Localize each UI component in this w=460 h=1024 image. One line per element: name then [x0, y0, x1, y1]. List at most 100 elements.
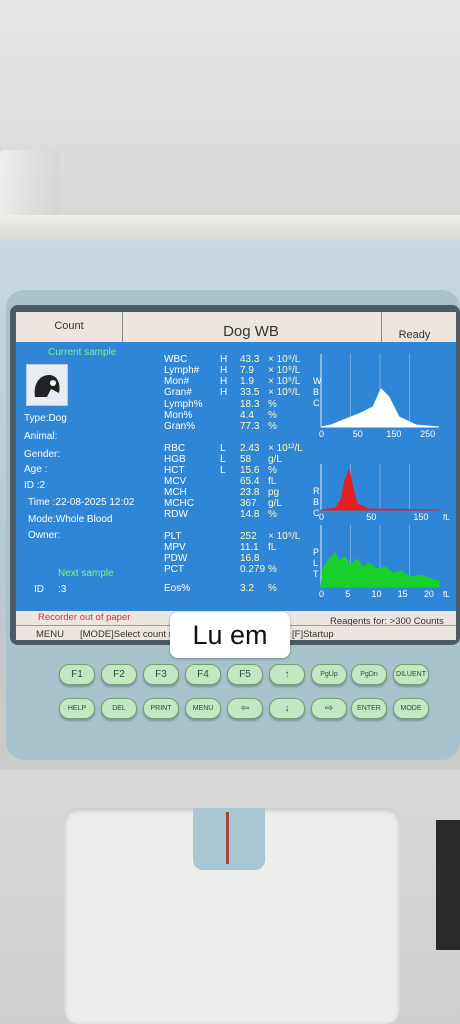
- param-unit: fL: [268, 476, 277, 487]
- param-unit: g/L: [268, 454, 282, 465]
- sample-age: Age :: [24, 464, 48, 475]
- hist-axis-tag: P: [313, 547, 319, 557]
- param-value: 0.279: [240, 564, 266, 575]
- param-unit: × 10⁹/L: [268, 354, 301, 365]
- param-value: 3.2: [240, 583, 254, 594]
- sample-owner: Owner:: [28, 530, 61, 541]
- key-r1-1[interactable]: F2: [101, 664, 137, 685]
- hist-tick-label: 250: [420, 429, 435, 439]
- key-r1-0[interactable]: F1: [59, 664, 95, 685]
- hist-axis-tag: B: [313, 497, 319, 507]
- next-id-value: :3: [58, 584, 67, 595]
- param-name: Mon%: [164, 410, 193, 421]
- status-badge: Ready: [381, 312, 447, 342]
- sample-probe[interactable]: [193, 808, 265, 870]
- hist-axis-tag: L: [313, 558, 318, 568]
- hist-tick-label: 50: [353, 429, 363, 439]
- param-unit: × 10⁹/L: [268, 365, 301, 376]
- recorder-alert: Recorder out of paper: [38, 612, 131, 623]
- param-value: 1.9: [240, 376, 254, 387]
- param-unit: %: [268, 410, 277, 421]
- param-name: WBC: [164, 354, 188, 365]
- param-flag: H: [220, 387, 228, 398]
- param-value: 77.3: [240, 421, 260, 432]
- key-r2-4[interactable]: ⇦: [227, 698, 263, 719]
- hist-unit-label: fL: [443, 513, 450, 522]
- param-name: Lymph#: [164, 365, 200, 376]
- background-wall: [0, 0, 460, 240]
- menu-hint: [MODE]Select count mo: [80, 629, 182, 640]
- hist-tick-label: 5: [345, 589, 350, 599]
- background-object: [436, 820, 460, 950]
- probe-needle: [226, 812, 229, 864]
- plastic-cups: [0, 150, 60, 220]
- key-r1-2[interactable]: F3: [143, 664, 179, 685]
- key-r2-2[interactable]: PRINT: [143, 698, 179, 719]
- hist-tick-label: 20: [424, 589, 434, 599]
- tab-count[interactable]: Count: [16, 312, 123, 342]
- key-r2-8[interactable]: MODE: [393, 698, 429, 719]
- key-r2-1[interactable]: DEL: [101, 698, 137, 719]
- param-name: MCH: [164, 487, 187, 498]
- key-r1-4[interactable]: F5: [227, 664, 263, 685]
- param-flag: L: [220, 454, 226, 465]
- param-unit: fL: [268, 542, 277, 553]
- param-unit: g/L: [268, 498, 282, 509]
- param-value: 33.5: [240, 387, 260, 398]
- sample-id: ID :2: [24, 480, 46, 491]
- sample-mode: Mode:Whole Blood: [28, 514, 113, 525]
- key-r2-0[interactable]: HELP: [59, 698, 95, 719]
- hist-distribution: [320, 552, 440, 588]
- param-name: Gran#: [164, 387, 192, 398]
- key-r1-7[interactable]: PgDn: [351, 664, 387, 685]
- hist-tick-label: 0: [319, 589, 324, 599]
- key-r1-6[interactable]: PgUp: [311, 664, 347, 685]
- current-sample-label: Current sample: [48, 347, 117, 358]
- param-name: MPV: [164, 542, 186, 553]
- key-r1-8[interactable]: DILUENT: [393, 664, 429, 685]
- hist-tick-label: 0: [319, 512, 324, 522]
- param-name: Eos%: [164, 583, 191, 594]
- hist-axis-tag: T: [313, 569, 319, 579]
- param-value: 7.9: [240, 365, 254, 376]
- param-unit: %: [268, 465, 277, 476]
- function-keys-row: F1 F2 F3 F4 F5 ↑ PgUp PgDn DILUENT: [55, 664, 435, 692]
- param-value: 367: [240, 498, 257, 509]
- hist-tick-label: 15: [398, 589, 408, 599]
- param-name: HGB: [164, 454, 186, 465]
- control-keys-row: HELP DEL PRINT MENU ⇦ ↓ ⇨ ENTER MODE: [55, 698, 435, 726]
- next-id-label: ID: [34, 584, 44, 595]
- menu-label[interactable]: MENU: [36, 629, 64, 640]
- hist-distribution: [320, 468, 440, 511]
- param-name: RDW: [164, 509, 188, 520]
- hist-axis-tag: B: [313, 387, 319, 397]
- param-value: 43.3: [240, 354, 260, 365]
- key-r2-6[interactable]: ⇨: [311, 698, 347, 719]
- next-sample-label: Next sample: [58, 568, 114, 579]
- param-name: RBC: [164, 443, 186, 454]
- hist-tick-label: 150: [413, 512, 428, 522]
- param-name: Mon#: [164, 376, 190, 387]
- param-unit: × 10⁹/L: [268, 531, 301, 542]
- sample-type: Type:Dog: [24, 413, 67, 424]
- key-r1-5[interactable]: ↑: [269, 664, 305, 685]
- param-value: 18.3: [240, 399, 260, 410]
- param-value: 4.4: [240, 410, 254, 421]
- param-name: Gran%: [164, 421, 196, 432]
- hist-unit-label: fL: [443, 590, 450, 599]
- key-r2-7[interactable]: ENTER: [351, 698, 387, 719]
- sample-animal: Animal:: [24, 431, 58, 442]
- param-name: MCHC: [164, 498, 194, 509]
- key-r2-3[interactable]: MENU: [185, 698, 221, 719]
- param-unit: × 10⁹/L: [268, 376, 301, 387]
- key-r2-5[interactable]: ↓: [269, 698, 305, 719]
- key-r1-3[interactable]: F4: [185, 664, 221, 685]
- param-unit: × 10⁹/L: [268, 387, 301, 398]
- animal-icon: [26, 364, 68, 406]
- page-title: Dog WB: [223, 323, 279, 340]
- param-flag: L: [220, 443, 226, 454]
- param-unit: %: [268, 583, 277, 594]
- param-unit: pg: [268, 487, 280, 498]
- hist-distribution: [320, 388, 440, 428]
